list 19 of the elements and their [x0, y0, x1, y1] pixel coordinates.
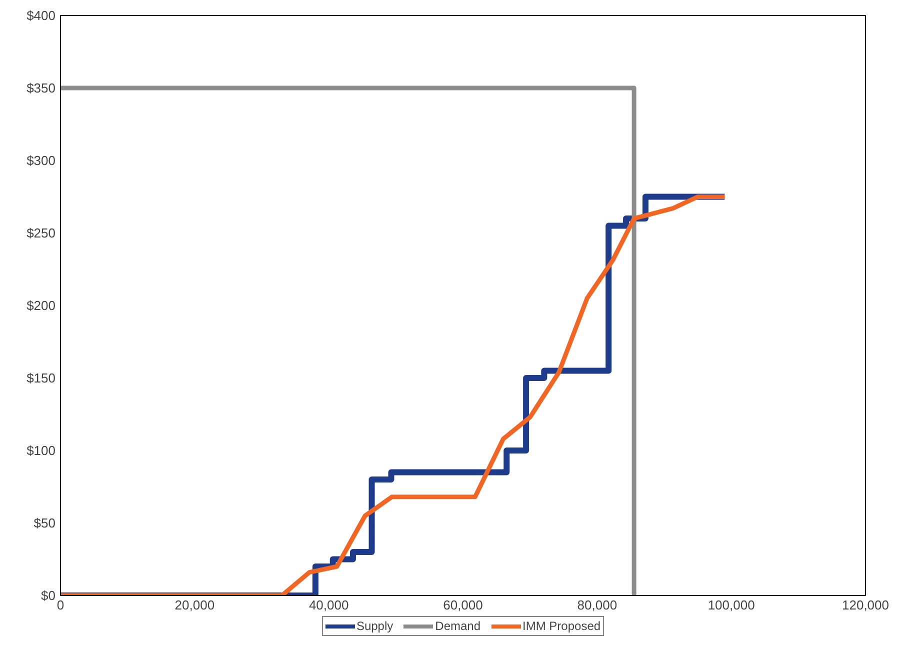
- x-tick-label: 80,000: [577, 598, 618, 612]
- y-tick-label: $250: [26, 226, 56, 240]
- legend-label: IMM Proposed: [522, 619, 601, 633]
- y-tick-label: $200: [26, 298, 56, 313]
- y-tick-label: $50: [34, 516, 56, 530]
- legend-label: Supply: [356, 619, 394, 633]
- y-tick-label: $150: [26, 370, 56, 386]
- y-tick-label: $100: [26, 443, 56, 458]
- legend-label: Demand: [435, 619, 481, 633]
- y-tick-label: $300: [26, 153, 56, 168]
- x-tick-label: 40,000: [308, 598, 349, 612]
- x-tick-label: 60,000: [443, 598, 483, 612]
- x-tick-label: 0: [56, 598, 64, 612]
- x-tick-label: 100,000: [708, 598, 755, 612]
- x-tick-label: 20,000: [174, 598, 215, 612]
- y-tick-label: $400: [26, 8, 56, 23]
- y-tick-label: $0: [41, 588, 56, 603]
- y-tick-label: $350: [26, 80, 56, 96]
- x-tick-label: 120,000: [842, 598, 890, 612]
